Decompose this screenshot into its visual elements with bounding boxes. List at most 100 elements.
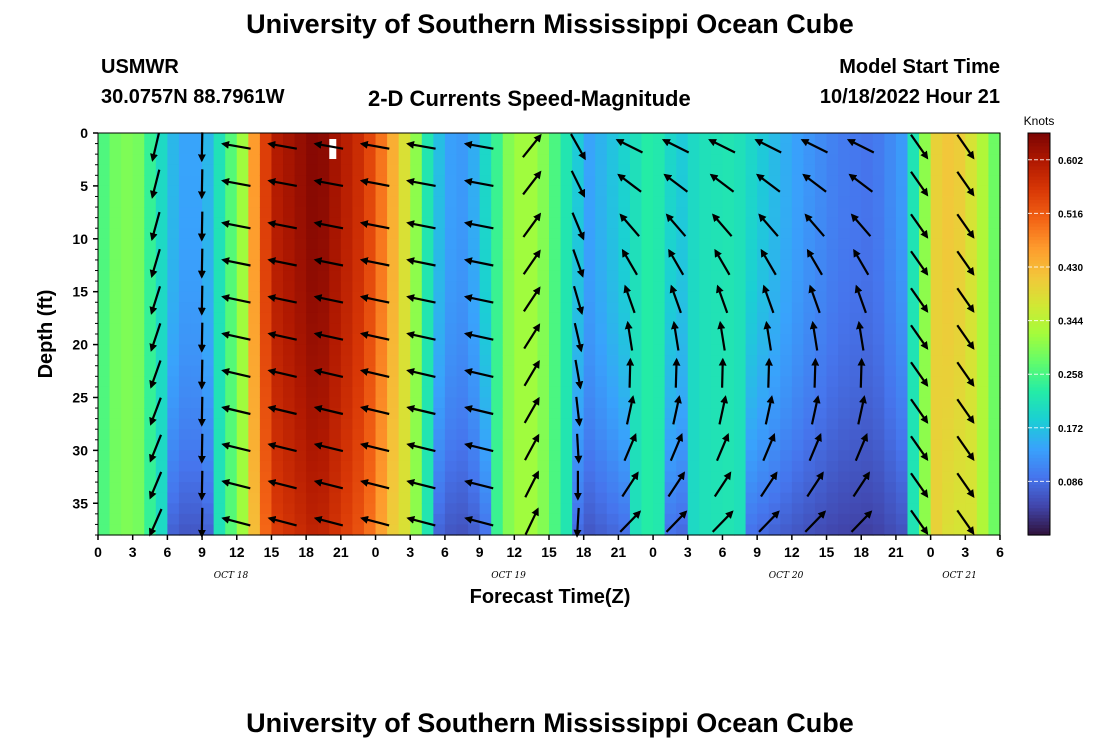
heatmap-cell bbox=[329, 365, 342, 377]
current-vector-arrow bbox=[359, 140, 390, 150]
heatmap-cell bbox=[907, 196, 920, 208]
heatmap-cell bbox=[167, 185, 180, 198]
heatmap-cell bbox=[144, 323, 157, 335]
heatmap-cell bbox=[410, 408, 423, 420]
heatmap-cell bbox=[641, 323, 654, 335]
heatmap-cell bbox=[838, 355, 851, 367]
heatmap-cell bbox=[236, 482, 249, 494]
current-vector-arrow bbox=[313, 294, 344, 304]
x-tick-label: 0 bbox=[372, 544, 380, 560]
heatmap-cell bbox=[803, 450, 816, 462]
heatmap-cell bbox=[421, 386, 434, 399]
heatmap-cell bbox=[398, 238, 411, 250]
heatmap-cell bbox=[421, 376, 434, 388]
heatmap-cell bbox=[98, 164, 111, 176]
heatmap-cell bbox=[225, 154, 238, 166]
heatmap-cell bbox=[699, 143, 712, 155]
heatmap-cell bbox=[98, 471, 111, 483]
heatmap-cell bbox=[641, 471, 654, 483]
heatmap-cell bbox=[676, 175, 689, 187]
heatmap-cell bbox=[433, 154, 446, 166]
heatmap-cell bbox=[791, 302, 805, 314]
heatmap-cell bbox=[352, 302, 365, 314]
heatmap-cell bbox=[988, 175, 1001, 187]
heatmap-cell bbox=[826, 270, 839, 282]
heatmap-cell bbox=[109, 281, 122, 293]
heatmap-cell bbox=[387, 302, 400, 314]
current-vector-arrow bbox=[464, 441, 494, 453]
heatmap-cell bbox=[329, 439, 342, 451]
heatmap-cell bbox=[757, 450, 770, 462]
heatmap-cell bbox=[930, 259, 943, 272]
colorbar-segment bbox=[1028, 401, 1050, 405]
heatmap-cell bbox=[849, 312, 862, 325]
heatmap-cell bbox=[953, 365, 966, 377]
heatmap-cell bbox=[444, 355, 458, 367]
current-vector-arrow bbox=[463, 331, 494, 341]
heatmap-cell bbox=[178, 386, 192, 399]
heatmap-cell bbox=[595, 143, 608, 155]
heatmap-cell bbox=[549, 259, 562, 272]
heatmap-cell bbox=[213, 143, 226, 155]
heatmap-cell bbox=[583, 334, 596, 346]
heatmap-cell bbox=[722, 524, 735, 536]
colorbar-segment bbox=[1028, 320, 1050, 325]
heatmap-cell bbox=[178, 207, 192, 219]
heatmap-cell bbox=[132, 302, 145, 314]
heatmap-cell bbox=[572, 355, 585, 367]
heatmap-cell bbox=[907, 355, 920, 367]
heatmap-cell bbox=[375, 249, 388, 261]
heatmap-cell bbox=[259, 471, 273, 483]
heatmap-cell bbox=[953, 217, 966, 229]
heatmap-cell bbox=[849, 196, 862, 208]
heatmap-cell bbox=[121, 365, 134, 377]
heatmap-cell bbox=[895, 175, 909, 187]
current-vector-arrow bbox=[665, 510, 688, 533]
heatmap-cell bbox=[340, 323, 354, 335]
heatmap-cell bbox=[248, 249, 261, 261]
heatmap-cell bbox=[398, 154, 411, 166]
heatmap-cell bbox=[653, 133, 666, 145]
heatmap-cell bbox=[560, 228, 573, 240]
colorbar-segment bbox=[1028, 411, 1050, 415]
heatmap-cell bbox=[976, 376, 990, 388]
current-vector-arrow bbox=[360, 479, 390, 490]
heatmap-cell bbox=[537, 228, 550, 240]
heatmap-cell bbox=[838, 164, 851, 176]
heatmap-cell bbox=[976, 450, 990, 462]
heatmap-cell bbox=[838, 450, 851, 462]
heatmap-cell bbox=[629, 355, 643, 367]
heatmap-cell bbox=[780, 228, 793, 240]
colorbar-segment bbox=[1028, 531, 1050, 536]
heatmap-cell bbox=[768, 344, 781, 356]
heatmap-cell bbox=[606, 259, 619, 272]
heatmap-cell bbox=[271, 302, 284, 314]
heatmap-cell bbox=[595, 238, 608, 250]
heatmap-cell bbox=[109, 196, 122, 208]
heatmap-cell bbox=[283, 228, 296, 240]
heatmap-cell bbox=[248, 154, 261, 166]
heatmap-cell bbox=[976, 460, 990, 473]
heatmap-cell bbox=[710, 323, 724, 335]
heatmap-cell bbox=[757, 408, 770, 420]
heatmap-cell bbox=[757, 355, 770, 367]
colorbar-segment bbox=[1028, 196, 1050, 201]
colorbar-segment bbox=[1028, 501, 1050, 506]
current-vector-arrow bbox=[406, 294, 436, 304]
heatmap-cell bbox=[525, 164, 539, 176]
current-vector-arrow bbox=[197, 132, 206, 163]
heatmap-cell bbox=[352, 228, 365, 240]
heatmap-cell bbox=[965, 291, 978, 303]
heatmap-cell bbox=[687, 524, 700, 536]
heatmap-cell bbox=[525, 270, 539, 282]
heatmap-cell bbox=[283, 334, 296, 346]
heatmap-cell bbox=[884, 429, 897, 441]
heatmap-cell bbox=[283, 143, 296, 155]
heatmap-cell bbox=[398, 291, 411, 303]
current-vector-arrow bbox=[573, 322, 584, 353]
heatmap-cell bbox=[953, 513, 966, 526]
heatmap-cell bbox=[930, 217, 943, 229]
heatmap-cell bbox=[722, 365, 735, 377]
heatmap-cell bbox=[549, 524, 562, 536]
